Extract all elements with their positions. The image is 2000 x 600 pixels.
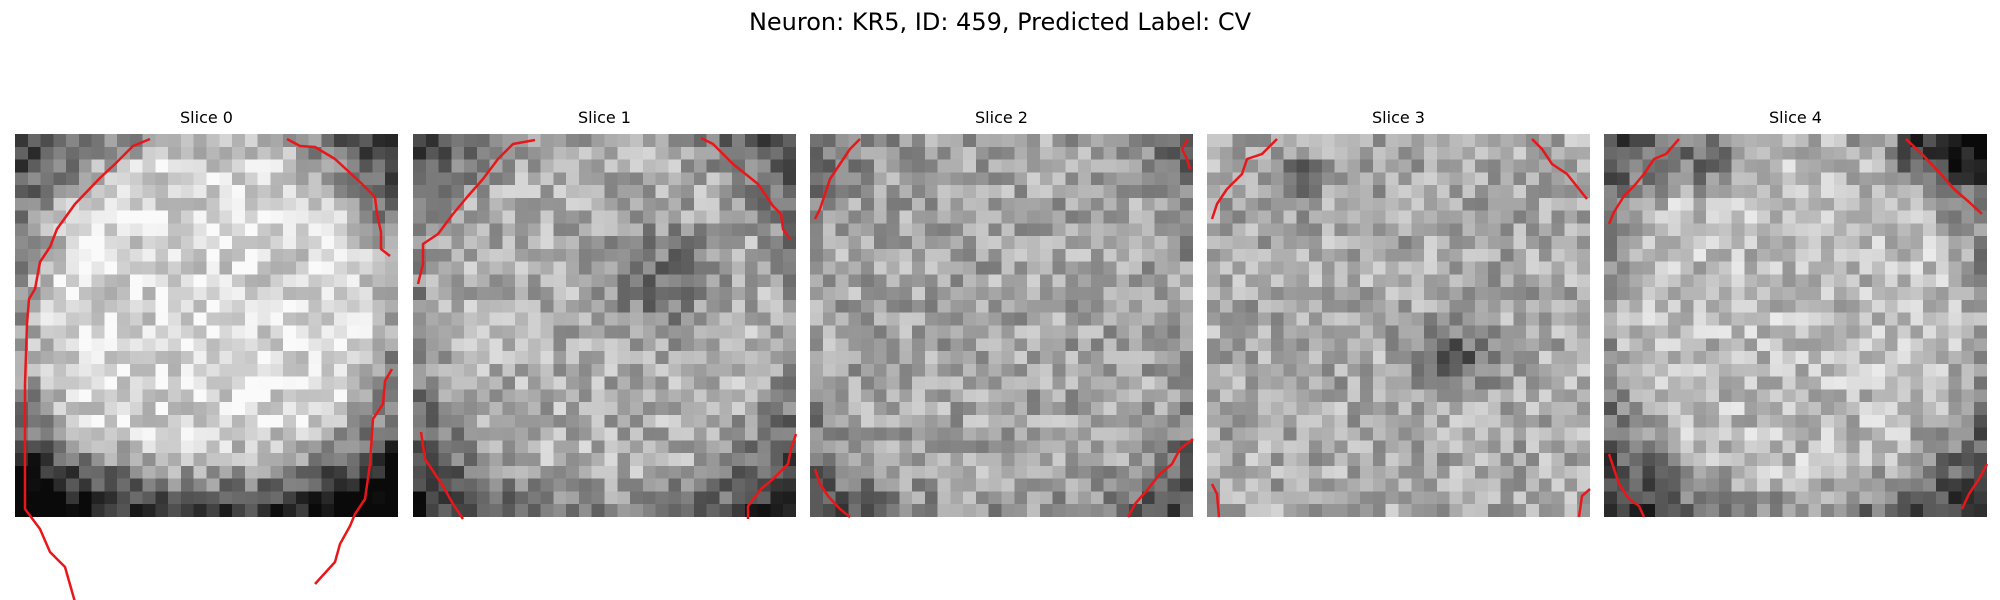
- slice-image: [1207, 134, 1591, 518]
- figure-title: Neuron: KR5, ID: 459, Predicted Label: C…: [748, 8, 1252, 36]
- contour-line: [23, 137, 151, 600]
- grayscale-image: [413, 134, 796, 517]
- slice-image: [1604, 134, 1989, 518]
- contour-line: [1960, 463, 1989, 510]
- contour-line: [1905, 138, 1983, 215]
- slice-title: Slice 4: [1769, 108, 1822, 127]
- contour-overlay: [1210, 138, 1591, 518]
- contour-line: [1210, 483, 1221, 518]
- slice-image: [810, 134, 1194, 518]
- slice-image: [15, 134, 398, 600]
- slice-title: Slice 2: [975, 108, 1028, 127]
- contour-line: [1180, 138, 1192, 170]
- contour-line: [286, 137, 391, 257]
- contour-line: [1577, 488, 1591, 518]
- contour-overlay: [1607, 138, 1989, 518]
- contour-overlay: [813, 138, 1194, 518]
- grayscale-image: [1604, 134, 1987, 517]
- slice-title: Slice 3: [1372, 108, 1425, 127]
- contour-line: [1607, 138, 1680, 225]
- slice-title: Slice 0: [180, 108, 233, 127]
- contour-line: [746, 433, 798, 519]
- grayscale-image: [810, 134, 1193, 517]
- contour-line: [700, 136, 792, 240]
- contour-line: [1607, 453, 1646, 518]
- grayscale-image: [1207, 134, 1590, 517]
- contour-line: [1210, 138, 1278, 220]
- contour-line: [314, 368, 394, 585]
- contour-line: [416, 138, 536, 285]
- slice-image: [413, 134, 798, 520]
- slice-title: Slice 1: [578, 108, 631, 127]
- contour-overlay: [23, 137, 394, 600]
- contour-line: [813, 468, 851, 518]
- contour-line: [1531, 138, 1588, 200]
- contour-overlay: [416, 136, 798, 520]
- grayscale-image: [15, 134, 398, 517]
- contour-line: [1126, 438, 1194, 518]
- contour-line: [419, 431, 465, 520]
- contour-line: [813, 138, 861, 220]
